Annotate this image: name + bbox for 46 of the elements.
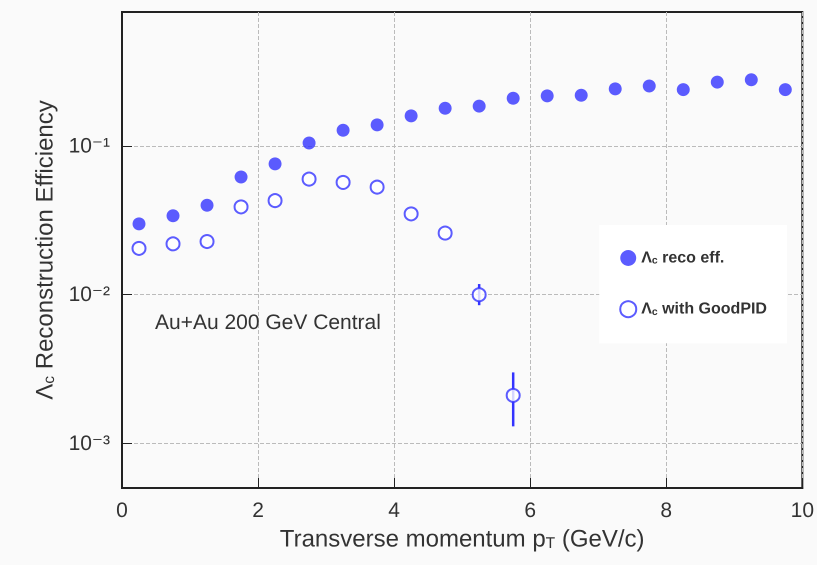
point xyxy=(302,136,316,150)
point xyxy=(166,209,180,222)
point xyxy=(744,73,758,86)
point xyxy=(268,193,283,208)
point xyxy=(438,226,453,241)
point xyxy=(302,172,317,187)
point xyxy=(132,217,146,230)
point xyxy=(676,83,690,96)
x-tick-label: 2 xyxy=(252,499,264,522)
point xyxy=(574,88,588,102)
point xyxy=(200,198,214,212)
point xyxy=(506,92,520,105)
point xyxy=(472,287,487,302)
point xyxy=(200,234,215,250)
point xyxy=(336,124,350,137)
y-axis-title: Λc Reconstruction Efficiency xyxy=(31,100,58,400)
point xyxy=(472,100,486,113)
point xyxy=(506,388,521,403)
point xyxy=(608,82,622,96)
x-tick-label: 0 xyxy=(116,499,128,522)
point xyxy=(370,180,385,195)
legend-label: Λc with GoodPID xyxy=(641,300,768,318)
point xyxy=(166,236,181,252)
x-tick-label: 10 xyxy=(790,499,814,522)
point xyxy=(642,80,656,93)
y-tick-label: 10⁻² xyxy=(68,283,110,306)
point xyxy=(370,118,384,132)
point xyxy=(404,109,418,122)
point xyxy=(336,174,351,190)
point xyxy=(540,89,554,102)
x-tick-label: 6 xyxy=(524,499,536,522)
point xyxy=(132,240,147,256)
y-tick-label: 10⁻³ xyxy=(68,432,110,455)
point xyxy=(710,76,724,89)
x-tick-label: 4 xyxy=(388,499,400,522)
x-tick-label: 8 xyxy=(660,499,672,522)
x-axis-title: Transverse momentum pT (GeV/c) xyxy=(280,525,645,552)
point xyxy=(404,206,419,222)
point xyxy=(438,102,452,115)
legend-label: Λc reco eff. xyxy=(641,250,724,267)
point xyxy=(234,199,249,214)
annotation: Au+Au 200 GeV Central xyxy=(155,311,381,334)
point xyxy=(268,157,282,170)
point xyxy=(234,170,248,184)
point xyxy=(778,83,792,96)
y-tick-label: 10⁻¹ xyxy=(68,134,110,158)
